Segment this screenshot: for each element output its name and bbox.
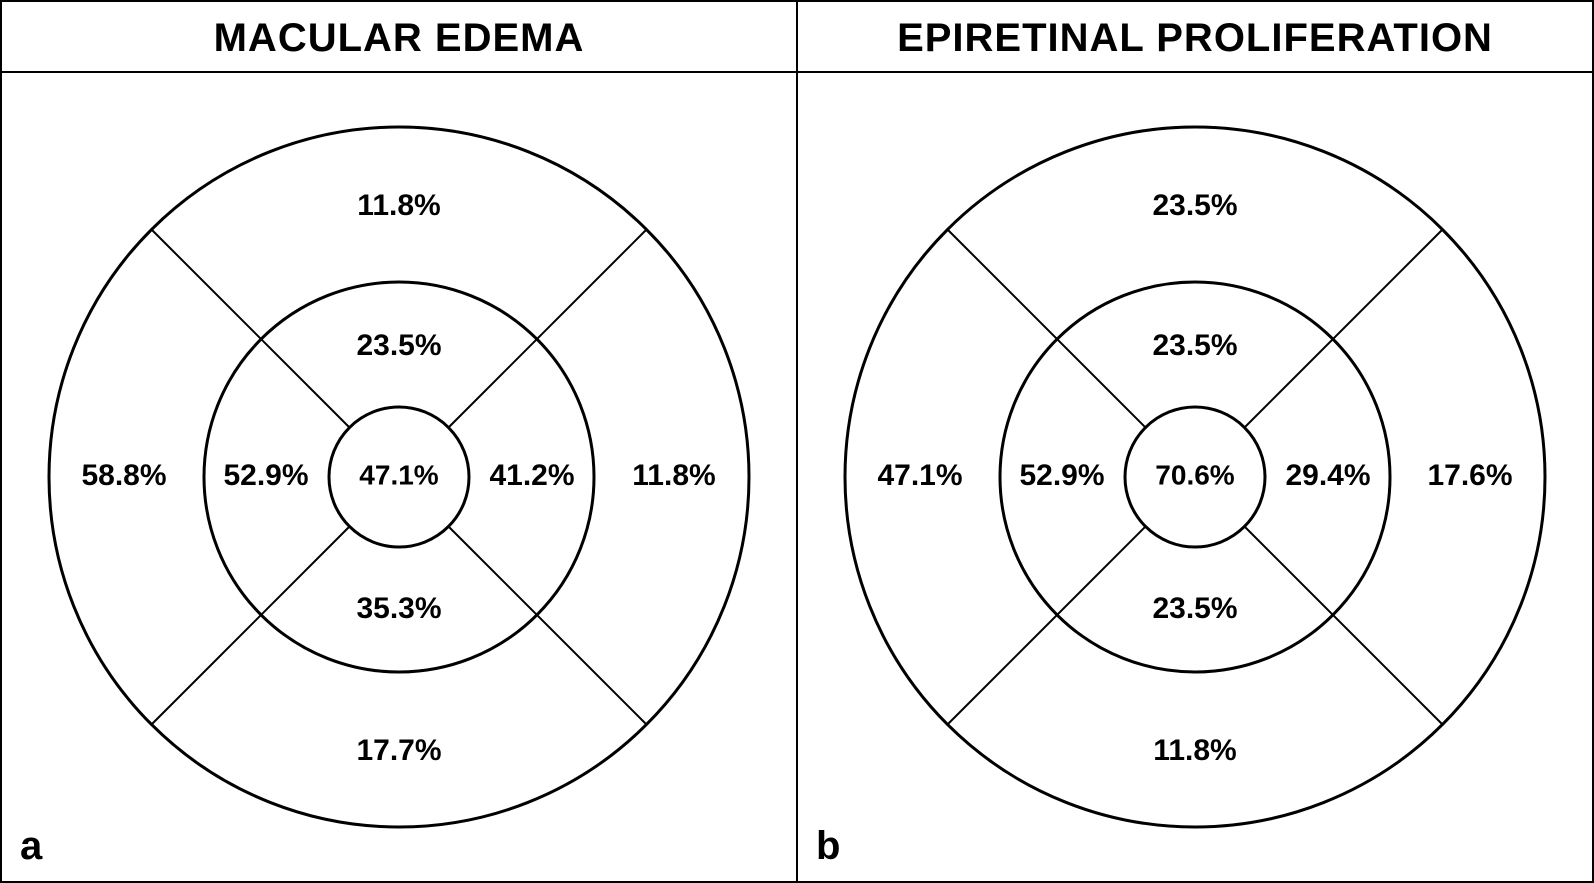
panel-letter-a: a: [20, 824, 42, 869]
outer-right-label: 17.6%: [1427, 459, 1512, 492]
outer-bottom-label: 11.8%: [1153, 734, 1236, 767]
inner-top-label: 23.5%: [356, 329, 441, 362]
etdrs-grid-a: 11.8% 11.8% 17.7% 58.8% 23.5% 41.2% 35.3…: [19, 97, 779, 857]
inner-left-label: 52.9%: [1019, 459, 1104, 492]
outer-right-label: 11.8%: [632, 459, 715, 492]
figure-container: MACULAR EDEMA 11.8% 11.8% 17.7%: [0, 0, 1594, 883]
panel-b-grid-body: 23.5% 17.6% 11.8% 47.1% 23.5% 29.4% 23.5…: [798, 73, 1592, 881]
inner-bottom-label: 23.5%: [1152, 592, 1237, 625]
center-label: 70.6%: [1155, 459, 1234, 490]
panel-b: EPIRETINAL PROLIFERATION 23.5% 17.6%: [798, 2, 1592, 881]
outer-top-label: 11.8%: [357, 189, 440, 222]
panel-letter-b: b: [816, 824, 840, 869]
outer-top-label: 23.5%: [1152, 189, 1237, 222]
panel-a: MACULAR EDEMA 11.8% 11.8% 17.7%: [2, 2, 798, 881]
outer-left-label: 58.8%: [81, 459, 166, 492]
inner-bottom-label: 35.3%: [356, 592, 441, 625]
etdrs-grid-b: 23.5% 17.6% 11.8% 47.1% 23.5% 29.4% 23.5…: [815, 97, 1575, 857]
inner-top-label: 23.5%: [1152, 329, 1237, 362]
outer-left-label: 47.1%: [877, 459, 962, 492]
panel-b-title: EPIRETINAL PROLIFERATION: [798, 2, 1592, 73]
outer-bottom-label: 17.7%: [356, 734, 441, 767]
inner-right-label: 41.2%: [489, 459, 574, 492]
panel-a-title: MACULAR EDEMA: [2, 2, 796, 73]
inner-right-label: 29.4%: [1285, 459, 1370, 492]
panel-a-grid-body: 11.8% 11.8% 17.7% 58.8% 23.5% 41.2% 35.3…: [2, 73, 796, 881]
inner-left-label: 52.9%: [223, 459, 308, 492]
center-label: 47.1%: [359, 459, 438, 490]
